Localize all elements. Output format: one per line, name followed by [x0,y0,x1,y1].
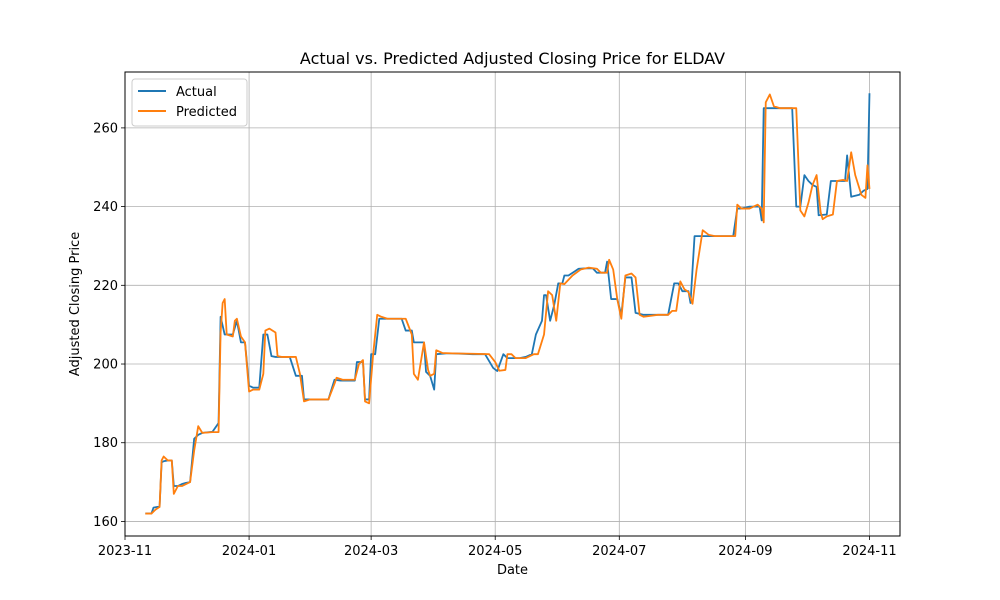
series-line-actual [145,93,871,515]
y-tick-label: 220 [93,279,118,294]
x-tick-label: 2024-03 [344,544,398,559]
grid [124,72,900,536]
x-tick-label: 2024-07 [592,544,646,559]
y-tick-label: 240 [93,200,118,215]
y-tick-label: 180 [93,436,118,451]
legend-label-actual: Actual [176,85,217,100]
x-tick-label: 2024-11 [842,544,896,559]
chart-title: Actual vs. Predicted Adjusted Closing Pr… [300,49,725,68]
plot-frame [124,71,901,537]
x-tick-label: 2024-01 [222,544,276,559]
x-axis-label: Date [497,563,528,578]
y-axis-label: Adjusted Closing Price [68,232,83,376]
ticks: 2023-11 2024-01 2024-03 2024-05 2024-07 2024-… [93,121,896,559]
series-line-predicted [145,93,871,515]
y-tick-label: 200 [93,358,118,373]
x-tick-label: 2024-05 [468,544,522,559]
legend-label-predicted: Predicted [176,105,237,120]
legend: Actual Predicted [131,78,248,127]
x-tick-label: 2024-09 [718,544,772,559]
series-layer [145,93,871,515]
y-tick-label: 160 [93,515,118,530]
y-tick-label: 260 [93,121,118,136]
x-tick-label: 2023-11 [98,544,152,559]
